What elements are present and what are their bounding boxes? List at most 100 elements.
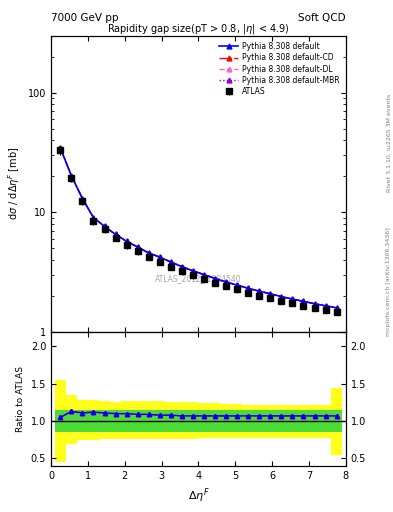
Pythia 8.308 default-CD <box>213 275 217 282</box>
Pythia 8.308 default-DL <box>246 285 251 291</box>
Pythia 8.308 default-CD <box>323 303 328 309</box>
Pythia 8.308 default-DL <box>158 254 162 260</box>
Pythia 8.308 default-CD <box>301 298 306 305</box>
Pythia 8.308 default-CD <box>312 301 317 307</box>
Pythia 8.308 default-DL <box>312 301 317 307</box>
Y-axis label: d$\sigma$ / d$\Delta\eta^F$ [mb]: d$\sigma$ / d$\Delta\eta^F$ [mb] <box>7 147 22 220</box>
X-axis label: $\Delta\eta^F$: $\Delta\eta^F$ <box>187 486 209 505</box>
Pythia 8.308 default <box>80 196 85 202</box>
Text: Rivet 3.1.10, \u2265 3M events: Rivet 3.1.10, \u2265 3M events <box>386 94 391 193</box>
Pythia 8.308 default-CD <box>169 259 173 265</box>
Pythia 8.308 default <box>301 298 306 305</box>
Pythia 8.308 default-MBR <box>235 282 239 288</box>
Pythia 8.308 default-CD <box>146 250 151 256</box>
Pythia 8.308 default <box>224 279 228 285</box>
Pythia 8.308 default-DL <box>235 282 239 288</box>
Pythia 8.308 default-CD <box>235 282 239 288</box>
Pythia 8.308 default <box>235 282 239 288</box>
Pythia 8.308 default-DL <box>290 296 295 302</box>
Pythia 8.308 default <box>312 301 317 307</box>
Pythia 8.308 default-CD <box>124 238 129 244</box>
Pythia 8.308 default-CD <box>279 293 284 300</box>
Pythia 8.308 default <box>124 238 129 244</box>
Pythia 8.308 default-MBR <box>279 293 284 300</box>
Pythia 8.308 default <box>213 275 217 282</box>
Pythia 8.308 default-MBR <box>191 268 195 274</box>
Pythia 8.308 default-MBR <box>91 215 96 221</box>
Pythia 8.308 default-CD <box>191 268 195 274</box>
Pythia 8.308 default-CD <box>257 288 262 294</box>
Y-axis label: Ratio to ATLAS: Ratio to ATLAS <box>16 366 25 432</box>
Pythia 8.308 default-CD <box>202 271 206 278</box>
Pythia 8.308 default-CD <box>113 231 118 238</box>
Pythia 8.308 default-DL <box>69 173 74 179</box>
Pythia 8.308 default-CD <box>135 244 140 250</box>
Line: Pythia 8.308 default-DL: Pythia 8.308 default-DL <box>58 145 339 310</box>
Legend: Pythia 8.308 default, Pythia 8.308 default-CD, Pythia 8.308 default-DL, Pythia 8: Pythia 8.308 default, Pythia 8.308 defau… <box>217 39 342 98</box>
Pythia 8.308 default-MBR <box>146 250 151 256</box>
Pythia 8.308 default <box>135 244 140 250</box>
Pythia 8.308 default-DL <box>323 303 328 309</box>
Pythia 8.308 default-DL <box>301 298 306 305</box>
Pythia 8.308 default-DL <box>80 196 85 202</box>
Pythia 8.308 default-MBR <box>58 145 62 151</box>
Line: Pythia 8.308 default-MBR: Pythia 8.308 default-MBR <box>58 145 339 310</box>
Pythia 8.308 default-MBR <box>169 259 173 265</box>
Pythia 8.308 default-CD <box>334 305 339 311</box>
Pythia 8.308 default-MBR <box>69 173 74 179</box>
Pythia 8.308 default <box>158 254 162 260</box>
Pythia 8.308 default-DL <box>279 293 284 300</box>
Pythia 8.308 default <box>180 264 184 270</box>
Pythia 8.308 default-CD <box>69 173 74 179</box>
Pythia 8.308 default-DL <box>257 288 262 294</box>
Pythia 8.308 default-DL <box>124 238 129 244</box>
Pythia 8.308 default-DL <box>113 231 118 238</box>
Pythia 8.308 default-DL <box>268 291 273 297</box>
Pythia 8.308 default-MBR <box>323 303 328 309</box>
Pythia 8.308 default <box>334 305 339 311</box>
Pythia 8.308 default-DL <box>102 223 107 229</box>
Pythia 8.308 default-DL <box>213 275 217 282</box>
Pythia 8.308 default-MBR <box>158 254 162 260</box>
Pythia 8.308 default <box>257 288 262 294</box>
Pythia 8.308 default <box>191 268 195 274</box>
Pythia 8.308 default <box>246 285 251 291</box>
Pythia 8.308 default-DL <box>169 259 173 265</box>
Pythia 8.308 default-MBR <box>224 279 228 285</box>
Pythia 8.308 default-MBR <box>180 264 184 270</box>
Pythia 8.308 default <box>169 259 173 265</box>
Pythia 8.308 default <box>91 215 96 221</box>
Pythia 8.308 default-DL <box>146 250 151 256</box>
Pythia 8.308 default-MBR <box>102 223 107 229</box>
Pythia 8.308 default-MBR <box>301 298 306 305</box>
Pythia 8.308 default-MBR <box>213 275 217 282</box>
Pythia 8.308 default-CD <box>246 285 251 291</box>
Pythia 8.308 default-CD <box>290 296 295 302</box>
Pythia 8.308 default-CD <box>91 215 96 221</box>
Pythia 8.308 default-DL <box>91 215 96 221</box>
Pythia 8.308 default-DL <box>202 271 206 278</box>
Pythia 8.308 default-MBR <box>135 244 140 250</box>
Pythia 8.308 default-CD <box>158 254 162 260</box>
Pythia 8.308 default-DL <box>224 279 228 285</box>
Pythia 8.308 default-MBR <box>80 196 85 202</box>
Pythia 8.308 default-DL <box>334 305 339 311</box>
Line: Pythia 8.308 default: Pythia 8.308 default <box>58 145 339 310</box>
Pythia 8.308 default <box>202 271 206 278</box>
Pythia 8.308 default <box>69 173 74 179</box>
Pythia 8.308 default <box>58 145 62 151</box>
Pythia 8.308 default <box>102 223 107 229</box>
Text: 7000 GeV pp: 7000 GeV pp <box>51 13 119 23</box>
Pythia 8.308 default-CD <box>180 264 184 270</box>
Pythia 8.308 default-MBR <box>113 231 118 238</box>
Pythia 8.308 default-MBR <box>334 305 339 311</box>
Line: Pythia 8.308 default-CD: Pythia 8.308 default-CD <box>58 145 339 310</box>
Pythia 8.308 default-DL <box>180 264 184 270</box>
Pythia 8.308 default-CD <box>224 279 228 285</box>
Pythia 8.308 default <box>323 303 328 309</box>
Pythia 8.308 default-MBR <box>202 271 206 278</box>
Pythia 8.308 default <box>268 291 273 297</box>
Pythia 8.308 default <box>113 231 118 238</box>
Pythia 8.308 default <box>279 293 284 300</box>
Pythia 8.308 default <box>290 296 295 302</box>
